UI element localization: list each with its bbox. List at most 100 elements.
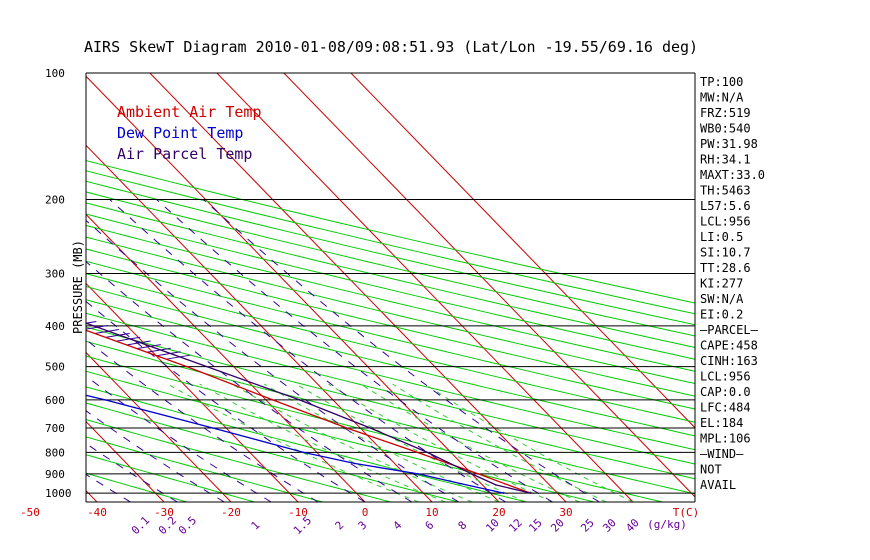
- bottom-temp-tick-label: 20: [492, 506, 505, 519]
- series-point-air-parcel-temp: [529, 492, 532, 494]
- index-readout: KI:277: [700, 277, 743, 291]
- mixing-ratio-tick-label: 4: [391, 518, 405, 532]
- dry-adiabat-line: [86, 299, 695, 451]
- index-readout: SI:10.7: [700, 246, 751, 260]
- index-readout: PW:31.98: [700, 137, 758, 151]
- moist-adiabat-line: [167, 383, 419, 502]
- index-readout: CAPE:458: [700, 339, 758, 353]
- index-readout: NOT: [700, 463, 722, 477]
- pressure-tick-label: 400: [45, 320, 65, 333]
- dry-adiabat-line: [86, 419, 391, 502]
- isotherm-line: [86, 420, 165, 502]
- series-point-ambient-air-temp: [416, 451, 419, 454]
- legend-entry: Dew Point Temp: [117, 124, 243, 142]
- dry-adiabat-line: [86, 454, 255, 502]
- pressure-tick-label: 300: [45, 267, 65, 280]
- mixing-ratio-line: [203, 199, 600, 502]
- dry-adiabat-line: [86, 355, 663, 502]
- mixing-ratio-line: [0, 200, 37, 503]
- isotherm-line: [216, 73, 634, 502]
- mixing-ratio-tick-label: 3: [356, 519, 370, 533]
- dry-adiabat-line: [86, 312, 695, 465]
- index-readout: LCL:956: [700, 215, 751, 229]
- series-point-air-parcel-temp: [426, 451, 429, 454]
- dry-adiabat-line: [86, 273, 695, 423]
- index-readout: EI:0.2: [700, 308, 743, 322]
- isotherm-line: [0, 73, 30, 502]
- dry-adiabat-line: [86, 285, 695, 437]
- series-point-ambient-air-temp: [346, 427, 348, 429]
- moist-adiabat-line: [295, 383, 526, 502]
- index-readout: CINH:163: [700, 354, 758, 368]
- index-readout: TP:100: [700, 75, 743, 89]
- series-point-dew-point-temp: [460, 482, 462, 485]
- series-point-air-parcel-temp: [92, 325, 95, 327]
- cape-hatch-line: [105, 332, 130, 338]
- series-point-ambient-air-temp: [185, 365, 188, 368]
- series-point-air-parcel-temp: [369, 427, 372, 429]
- pressure-tick-label: 600: [45, 394, 65, 407]
- dry-adiabat-line: [86, 213, 695, 360]
- dry-adiabat-line: [86, 191, 695, 337]
- series-point-dew-point-temp: [212, 427, 214, 429]
- mixing-ratio-tick-label: 15: [526, 516, 545, 535]
- series-line-dew-point-temp: [86, 394, 504, 494]
- moist-adiabat-line: [263, 383, 500, 502]
- dry-adiabat-line: [86, 402, 459, 502]
- isotherm-line: [283, 73, 695, 498]
- mixing-ratio-tick-label: 12: [506, 516, 525, 535]
- mixing-ratio-tick-label: 6: [423, 519, 437, 533]
- index-readout: WB0:540: [700, 122, 751, 136]
- cape-hatch-line: [0, 295, 20, 299]
- bottom-temp-tick-label: -10: [288, 506, 308, 519]
- index-readout: RH:34.1: [700, 153, 751, 167]
- pressure-tick-label: 100: [45, 67, 65, 80]
- index-readout: —PARCEL—: [700, 323, 759, 337]
- index-readout: EL:184: [700, 416, 743, 430]
- bottom-temp-tick-label: -50: [20, 506, 40, 519]
- mixing-ratio-line: [86, 219, 460, 502]
- dry-adiabat-line: [86, 160, 695, 304]
- mixing-ratio-tick-label: 8: [456, 519, 470, 533]
- index-readout: FRZ:519: [700, 106, 751, 120]
- index-readout: TH:5463: [700, 184, 751, 198]
- pressure-tick-label: 700: [45, 422, 65, 435]
- isotherm-line: [86, 144, 433, 502]
- series-point-air-parcel-temp: [470, 473, 473, 475]
- isotherm-line: [350, 73, 695, 429]
- mixing-ratio-line: [86, 442, 178, 502]
- series-point-dew-point-temp: [353, 462, 356, 465]
- index-readout: MAXT:33.0: [700, 168, 765, 182]
- bottom-temp-tick-label: -30: [154, 506, 174, 519]
- series-point-dew-point-temp: [104, 399, 106, 401]
- series-point-air-parcel-temp: [206, 365, 208, 368]
- mixing-ratio-line: [86, 260, 413, 502]
- y-axis-label: PRESSURE (MB): [71, 240, 85, 334]
- legend-entry: Ambient Air Temp: [117, 103, 262, 121]
- temp-unit-label: T(C): [673, 506, 700, 519]
- cape-hatch-line: [0, 290, 6, 294]
- series-point-dew-point-temp: [502, 492, 505, 494]
- dry-adiabat-line: [86, 170, 695, 315]
- index-readout: —WIND—: [700, 447, 744, 461]
- mixing-ratio-tick-label: 1: [249, 519, 263, 533]
- mixing-ratio-line: [86, 338, 319, 502]
- isotherm-line: [149, 73, 567, 502]
- dry-adiabat-line: [86, 236, 695, 385]
- series-point-air-parcel-temp: [298, 399, 301, 401]
- mixing-ratio-line: [86, 410, 225, 502]
- bottom-temp-tick-label: 10: [425, 506, 438, 519]
- cape-hatch-line: [146, 347, 171, 353]
- mixing-ratio-tick-label: 25: [578, 516, 597, 535]
- series-point-ambient-air-temp: [477, 473, 480, 475]
- index-readout: L57:5.6: [700, 199, 751, 213]
- cape-hatch-line: [166, 354, 191, 360]
- cape-hatch-line: [126, 340, 151, 346]
- cape-hatch-line: [35, 309, 59, 313]
- index-readout: MW:N/A: [700, 91, 744, 105]
- moist-adiabat-line: [392, 383, 607, 502]
- index-readout: LI:0.5: [700, 230, 743, 244]
- series-point-dew-point-temp: [302, 451, 305, 454]
